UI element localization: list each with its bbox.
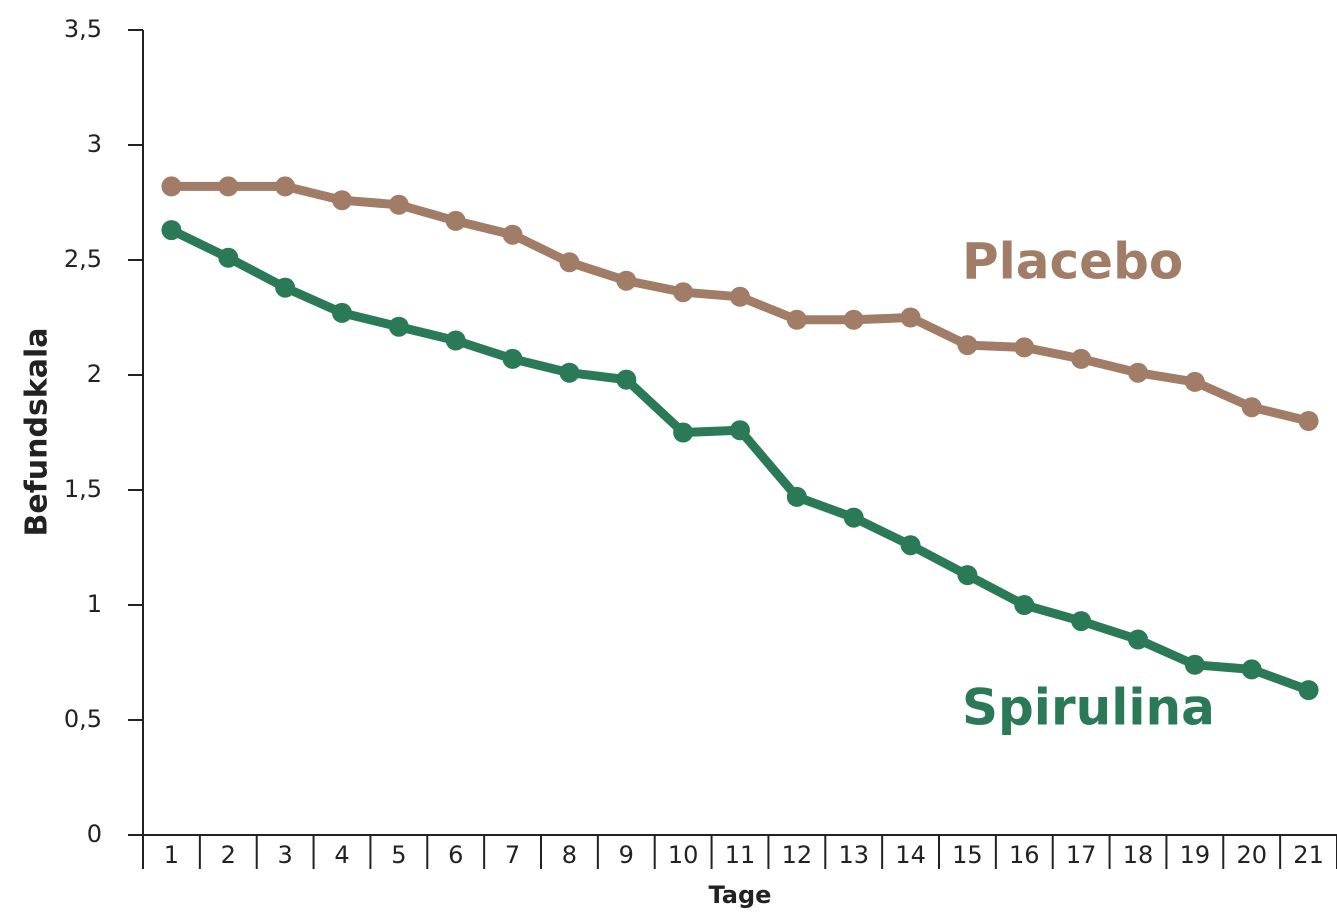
point [502, 348, 523, 369]
x-tick-label: 9 [619, 841, 634, 869]
x-tick-label: 1 [164, 841, 179, 869]
point [900, 535, 921, 556]
x-tick-label: 10 [668, 841, 699, 869]
x-tick-label: 5 [391, 841, 406, 869]
x-tick-label: 16 [1009, 841, 1040, 869]
point [1071, 611, 1092, 632]
point [161, 176, 182, 197]
point [673, 282, 694, 303]
y-tick-label: 1,5 [64, 475, 102, 503]
point [218, 247, 239, 268]
x-tick-label: 17 [1066, 841, 1097, 869]
point [730, 286, 750, 307]
x-tick-label: 20 [1236, 841, 1267, 869]
point [1241, 659, 1262, 680]
point [275, 176, 296, 197]
x-tick-label: 6 [448, 841, 463, 869]
point [843, 507, 864, 528]
y-tick-label: 1 [87, 590, 102, 618]
x-tick-label: 7 [505, 841, 520, 869]
x-tick-label: 13 [838, 841, 869, 869]
y-tick-label: 2 [87, 360, 102, 388]
y-tick-label: 3 [87, 130, 102, 158]
y-tick-label: 2,5 [64, 245, 102, 273]
point [1128, 629, 1148, 650]
point [502, 224, 523, 245]
point [161, 220, 182, 241]
point [445, 210, 466, 231]
series-label: Placebo [962, 233, 1183, 291]
point [616, 270, 637, 291]
point [332, 190, 352, 211]
point [900, 307, 921, 328]
point [957, 335, 978, 356]
x-tick-label: 4 [334, 841, 349, 869]
y-tick-label: 3,5 [64, 15, 102, 43]
x-axis-label: Tage [709, 881, 772, 909]
x-tick-label: 3 [278, 841, 293, 869]
x-tick-label: 18 [1123, 841, 1154, 869]
point [388, 194, 409, 215]
point [673, 422, 694, 443]
point [1014, 337, 1035, 358]
series-label: Spirulina [962, 679, 1215, 737]
point [218, 176, 239, 197]
y-tick-label: 0 [87, 820, 102, 848]
point [1298, 411, 1319, 431]
point [332, 302, 352, 323]
point [1298, 680, 1319, 701]
point [730, 420, 750, 441]
point [1184, 371, 1205, 392]
point [559, 362, 580, 383]
y-axis-label: Befundskala [20, 327, 55, 536]
point [1128, 362, 1148, 383]
x-tick-label: 8 [562, 841, 577, 869]
point [1014, 595, 1035, 615]
x-tick-label: 12 [782, 841, 813, 869]
point [1071, 348, 1092, 369]
point [388, 316, 409, 337]
point [559, 252, 580, 273]
point [1184, 654, 1205, 675]
point [843, 309, 864, 330]
x-tick-label: 2 [221, 841, 236, 869]
x-tick-label: 19 [1180, 841, 1211, 869]
x-tick-label: 14 [895, 841, 926, 869]
point [445, 330, 466, 351]
point [275, 277, 296, 298]
y-tick-label: 0,5 [64, 705, 102, 733]
point [786, 486, 807, 507]
x-tick-label: 21 [1293, 841, 1324, 869]
point [786, 309, 807, 330]
x-tick-label: 15 [952, 841, 983, 869]
point [1241, 397, 1262, 418]
point [616, 369, 637, 390]
point [957, 565, 978, 586]
x-tick-label: 11 [725, 841, 756, 869]
